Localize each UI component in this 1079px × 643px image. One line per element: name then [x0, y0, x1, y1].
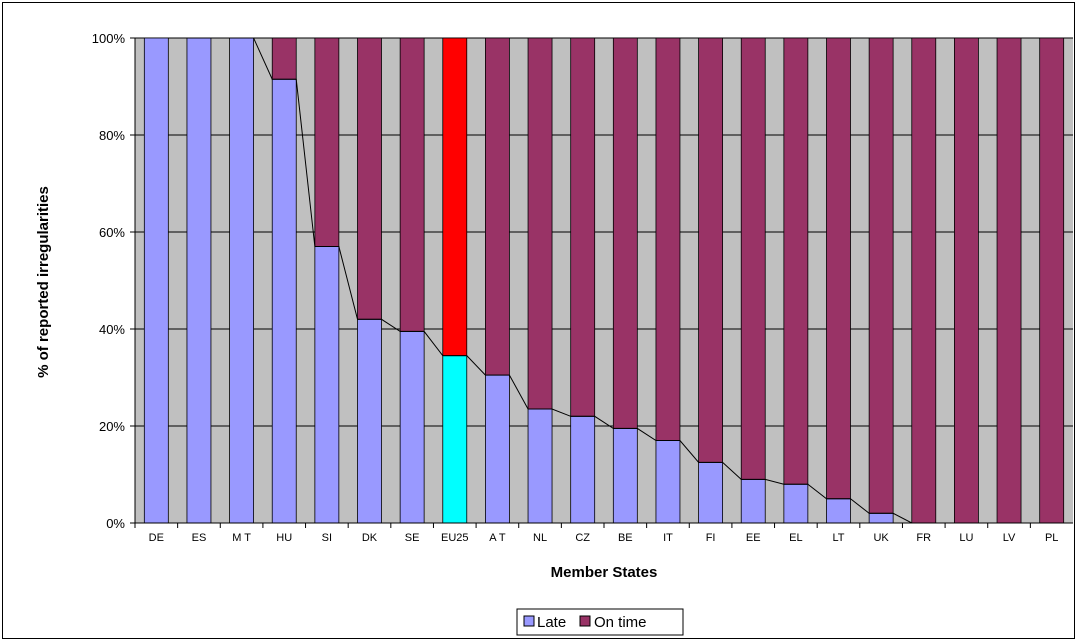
bar-on-time [740, 37, 766, 480]
y-tick-label: 0% [106, 516, 125, 531]
x-tick-label: A T [489, 532, 506, 544]
bar-on-time [954, 37, 979, 524]
bar-on-time [612, 37, 638, 429]
bar-on-time [911, 37, 937, 524]
x-tick-label: DE [149, 532, 164, 544]
bar-late [612, 428, 638, 524]
y-axis-title: % of reported irregularities [35, 186, 52, 378]
bar-late [655, 440, 681, 524]
legend-label-ontime: On time [594, 614, 647, 631]
bar-late [570, 415, 596, 524]
bar-late [399, 331, 425, 524]
x-tick-label: UK [873, 532, 889, 544]
bars [143, 37, 1065, 524]
bar-late [485, 374, 510, 524]
bar-on-time [485, 37, 510, 376]
legend-swatch-ontime [579, 615, 591, 627]
x-tick-label: M T [232, 532, 251, 544]
bar-on-time [868, 37, 894, 514]
bar-on-time [314, 37, 340, 247]
bar-late [229, 37, 254, 524]
late-share-line [168, 37, 1040, 524]
x-tick-label: FI [706, 532, 716, 544]
bar-late [527, 408, 553, 524]
bar-late [783, 483, 809, 524]
bar-late [698, 461, 723, 524]
x-tick-label: BE [618, 532, 633, 544]
bar-late [740, 478, 766, 524]
y-tick-labels: 0% 20% 40% 60% 80% 100% [92, 31, 126, 531]
x-tick-label: NL [533, 532, 547, 544]
x-tick-label: FR [916, 532, 931, 544]
bar-late [271, 78, 297, 524]
bar-on-time [655, 37, 681, 441]
x-tick-label: LV [1003, 532, 1016, 544]
bar-on-time [826, 37, 851, 500]
bar-on-time [783, 37, 809, 485]
x-tick-label: CZ [575, 532, 590, 544]
bar-on-time [1039, 37, 1065, 524]
bar-late [868, 512, 894, 524]
bar-late [826, 498, 851, 524]
x-tick-label: HU [276, 532, 292, 544]
bar-late [143, 37, 169, 524]
x-tick-label: EU25 [441, 532, 469, 544]
x-tick-label: PL [1045, 532, 1058, 544]
y-tick-label: 100% [92, 31, 126, 46]
axes [130, 37, 1073, 528]
bar-on-time [442, 37, 468, 357]
legend: Late On time [516, 608, 684, 636]
bar-late [186, 37, 212, 524]
legend-box [516, 608, 684, 636]
y-tick-label: 20% [99, 419, 125, 434]
x-tick-label: LT [832, 532, 844, 544]
legend-label-late: Late [537, 614, 566, 631]
x-axis-title: Member States [551, 564, 658, 581]
bar-late [314, 246, 340, 524]
bar-on-time [271, 37, 297, 80]
x-tick-label: LU [959, 532, 973, 544]
bar-on-time [570, 37, 596, 417]
x-tick-label: SE [405, 532, 420, 544]
x-tick-label: EL [789, 532, 802, 544]
x-tick-label: EE [746, 532, 761, 544]
y-tick-label: 40% [99, 322, 125, 337]
x-tick-labels: DE ES M T HU SI DK SE EU25 A T NL CZ BE IT FI EE EL LT UK… [149, 532, 1059, 544]
bar-on-time [357, 37, 382, 320]
bar-on-time [399, 37, 425, 332]
x-tick-label: SI [322, 532, 332, 544]
x-tick-label: IT [663, 532, 673, 544]
bar-late [442, 355, 468, 524]
legend-swatch-late [523, 615, 535, 627]
y-tick-label: 80% [99, 128, 125, 143]
y-tick-label: 60% [99, 225, 125, 240]
x-tick-label: DK [362, 532, 378, 544]
x-tick-label: ES [192, 532, 207, 544]
bar-on-time [996, 37, 1022, 524]
bar-on-time [527, 37, 553, 410]
bar-late [357, 318, 382, 524]
bar-on-time [698, 37, 723, 463]
